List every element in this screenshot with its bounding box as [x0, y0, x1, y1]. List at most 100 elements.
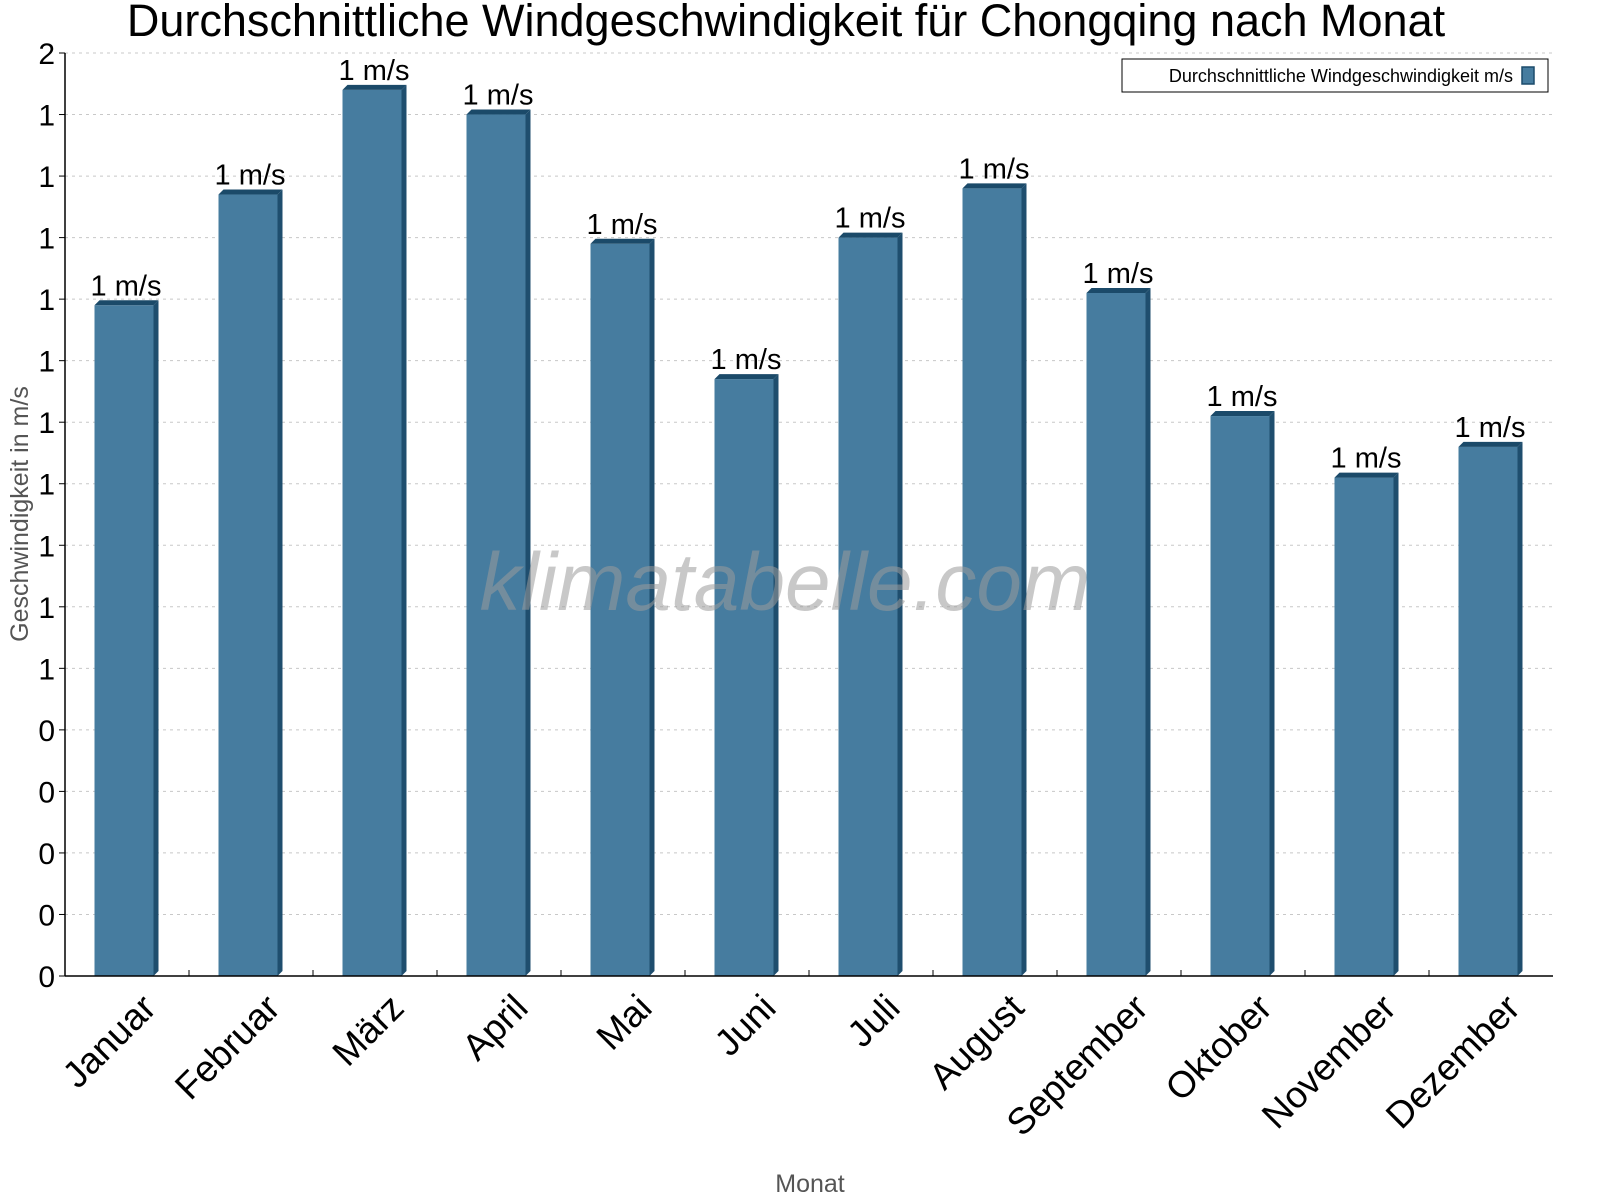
bar-november: [1334, 472, 1399, 976]
data-label: 1 m/s: [1455, 412, 1526, 444]
x-tick-label: März: [325, 987, 412, 1074]
y-tick-label: 0: [38, 776, 55, 809]
bar-top: [94, 300, 159, 306]
x-tick-label: Februar: [167, 987, 288, 1108]
data-label: 1 m/s: [959, 153, 1030, 185]
legend-box: [1121, 58, 1549, 93]
x-axis-ticks: Januar Februar März April Mai Juni Juli AugustS…: [55, 970, 1528, 1144]
watermark: klimatabelle.com: [480, 537, 1091, 628]
bar-front: [342, 89, 402, 977]
bar-januar: [94, 300, 159, 977]
x-tick-label: Juni: [707, 987, 784, 1064]
bar-side: [1145, 287, 1151, 977]
bar-top: [962, 183, 1027, 189]
bar-side: [525, 109, 531, 977]
bar-dezember: [1458, 441, 1523, 976]
legend: Durchschnittliche Windgeschwindigkeit m/…: [1121, 58, 1549, 93]
y-tick-label: 0: [38, 715, 55, 748]
y-tick-label: 1: [38, 346, 55, 379]
bar-juni: [714, 374, 779, 976]
bar-side: [1269, 411, 1275, 977]
y-tick-label: 1: [38, 592, 55, 625]
bar-front: [218, 194, 278, 976]
data-label: 1 m/s: [339, 55, 410, 87]
data-label: 1 m/s: [1083, 258, 1154, 290]
x-tick-label: November: [1254, 987, 1404, 1137]
data-label: 1 m/s: [587, 209, 658, 241]
x-tick-label: Mai: [589, 987, 660, 1058]
data-label: 1 m/s: [1331, 443, 1402, 475]
data-labels: 1 m/s 1 m/s 1 m/s 1 m/s 1 m/s 1 m/s 1 m/s 1 m/s…: [91, 55, 1526, 475]
bar-side: [773, 374, 779, 976]
bar-front: [94, 305, 154, 977]
bar-side: [897, 232, 903, 977]
axes: [64, 53, 1553, 977]
bar-februar: [218, 189, 283, 976]
x-tick-label: Januar: [55, 987, 164, 1096]
y-tick-label: 0: [38, 838, 55, 871]
bar-front: [1210, 416, 1270, 977]
bar-mai: [590, 238, 655, 977]
y-tick-label: 0: [38, 961, 55, 994]
bar-top: [1086, 287, 1151, 293]
y-tick-label: 1: [38, 284, 55, 317]
y-tick-label: 1: [38, 653, 55, 686]
x-axis-label: Monat: [775, 1170, 845, 1198]
bar-top: [466, 109, 531, 115]
bar-front: [962, 188, 1022, 976]
y-tick-label: 1: [38, 161, 55, 194]
bar-front: [1458, 446, 1518, 976]
x-tick-label: August: [921, 986, 1032, 1097]
y-tick-label: 2: [38, 38, 55, 71]
y-tick-label: 1: [38, 223, 55, 256]
bar-side: [401, 84, 407, 977]
chart-title: Durchschnittliche Windgeschwindigkeit fü…: [127, 0, 1446, 46]
bar-front: [714, 379, 774, 976]
legend-swatch: [1521, 66, 1535, 85]
data-label: 1 m/s: [711, 344, 782, 376]
bar-side: [1393, 472, 1399, 976]
y-axis-ticks: 0 0 0 0 0 1 1 1 1 1 1 1 1 1 1 2: [38, 38, 65, 994]
bar-side: [1021, 183, 1027, 976]
bar-märz: [342, 84, 407, 977]
x-tick-label: Dezember: [1378, 987, 1528, 1137]
bar-top: [1334, 472, 1399, 478]
bars: [94, 84, 1523, 977]
legend-series-name: Durchschnittliche Windgeschwindigkeit m/…: [1169, 66, 1513, 86]
bar-top: [218, 189, 283, 195]
bar-side: [1517, 441, 1523, 976]
bar-front: [466, 114, 526, 977]
y-axis-label: Geschwindigkeit in m/s: [6, 386, 34, 642]
bar-september: [1086, 287, 1151, 977]
x-tick-label: Oktober: [1158, 987, 1280, 1109]
y-tick-label: 1: [38, 530, 55, 563]
bar-april: [466, 109, 531, 977]
bar-top: [1210, 411, 1275, 417]
x-tick-label: Juli: [839, 987, 907, 1055]
bar-top: [342, 84, 407, 90]
bar-top: [590, 238, 655, 244]
bar-side: [649, 238, 655, 977]
y-tick-label: 0: [38, 899, 55, 932]
y-tick-label: 1: [38, 100, 55, 133]
bar-side: [277, 189, 283, 976]
bar-front: [1334, 477, 1394, 976]
y-tick-label: 1: [38, 469, 55, 502]
bar-top: [714, 374, 779, 380]
data-label: 1 m/s: [91, 270, 162, 302]
bar-juli: [838, 232, 903, 977]
data-label: 1 m/s: [463, 80, 534, 112]
data-label: 1 m/s: [835, 203, 906, 235]
bar-side: [153, 300, 159, 977]
bar-top: [838, 232, 903, 238]
data-label: 1 m/s: [1207, 381, 1278, 413]
bar-top: [1458, 441, 1523, 447]
bar-front: [590, 243, 650, 977]
x-tick-label: April: [454, 987, 535, 1068]
bar-front: [838, 237, 898, 977]
data-label: 1 m/s: [215, 160, 286, 192]
bar-august: [962, 183, 1027, 976]
bar-oktober: [1210, 411, 1275, 977]
bar-front: [1086, 292, 1146, 977]
